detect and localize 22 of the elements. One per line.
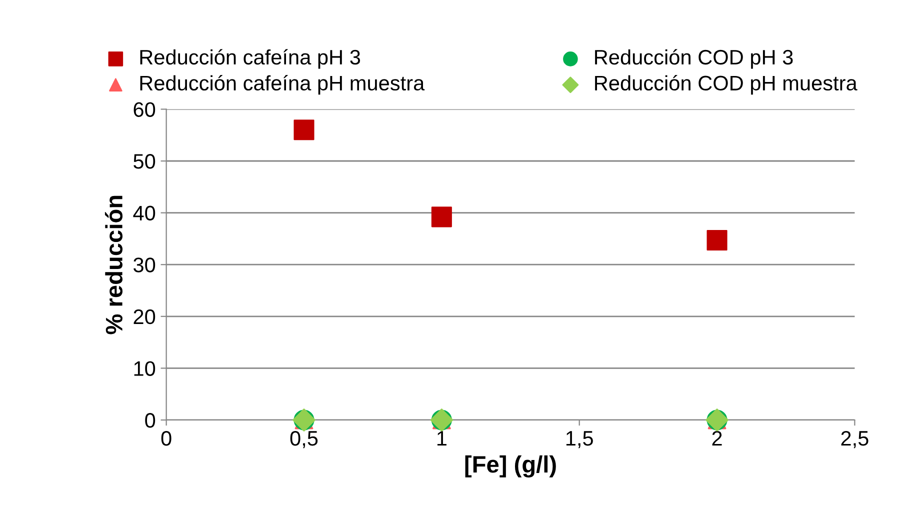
y-tick-label: 20 <box>134 309 156 324</box>
legend-label: Reducción cafeína pH muestra <box>140 74 425 95</box>
x-tick-label: 0,5 <box>290 430 318 448</box>
legend-label: Reducción COD pH muestra <box>595 74 858 95</box>
y-tick-label: 10 <box>134 361 156 376</box>
x-axis-title: [Fe] (g/l) <box>465 455 556 478</box>
y-tick-label: 30 <box>134 258 156 272</box>
x-tick-label: 2 <box>712 430 722 446</box>
x-tick-label: 1,5 <box>566 431 593 448</box>
point <box>431 206 452 228</box>
point <box>706 230 728 251</box>
y-tick-label: 50 <box>134 154 156 169</box>
y-tick-label: 40 <box>133 206 156 221</box>
x-tick-label: 1 <box>437 431 446 446</box>
y-tick-label: 60 <box>134 102 156 117</box>
legend-label: Reducción cafeína pH 3 <box>140 49 360 69</box>
x-tick-label: 2,5 <box>841 430 868 448</box>
point <box>294 120 314 140</box>
y-axis-title: % reducción <box>104 196 123 334</box>
y-tick-label: 0 <box>145 413 156 428</box>
x-tick-label: 0 <box>161 430 172 446</box>
legend-label: Reducción COD pH 3 <box>595 49 793 69</box>
